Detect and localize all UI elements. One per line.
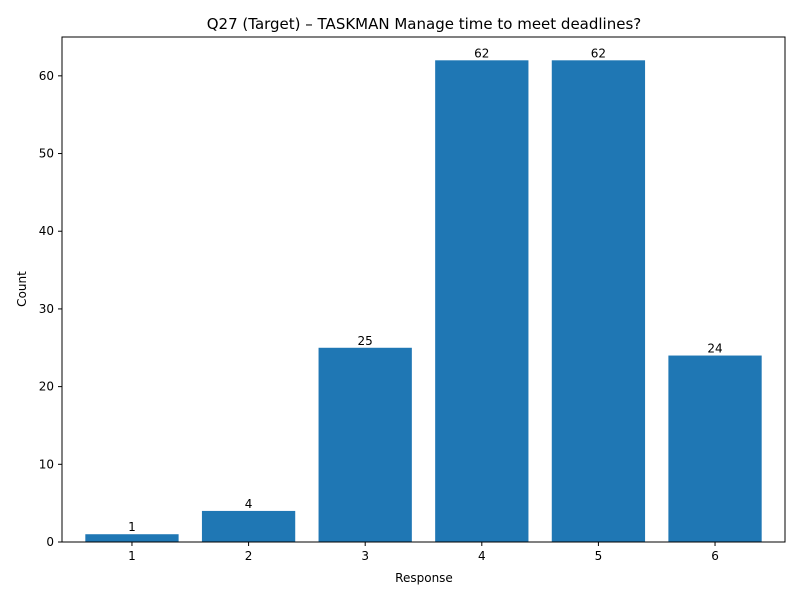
y-tick-label: 50 — [39, 147, 54, 161]
y-tick-label: 40 — [39, 224, 54, 238]
data-label-2: 4 — [245, 497, 253, 511]
x-tick-label: 3 — [361, 549, 369, 563]
x-axis-label: Response — [395, 571, 453, 585]
bar-1 — [85, 534, 179, 542]
x-tick-label: 2 — [245, 549, 253, 563]
bars-group — [85, 60, 762, 543]
y-tick-label: 0 — [46, 535, 54, 549]
plot-frame — [61, 36, 786, 543]
data-label-4: 62 — [474, 46, 489, 60]
x-tick-label: 6 — [711, 549, 719, 563]
data-label-6: 24 — [707, 342, 722, 356]
y-axis: 0 10 20 30 40 50 60 — [39, 69, 62, 549]
bar-4 — [435, 60, 529, 543]
y-axis-label: Count — [15, 271, 29, 307]
data-label-5: 62 — [591, 46, 606, 60]
x-axis: 1 2 3 4 5 6 — [128, 542, 719, 563]
bar-5 — [551, 60, 646, 543]
x-tick-label: 1 — [128, 549, 136, 563]
y-tick-label: 30 — [39, 302, 54, 316]
bar-2 — [201, 510, 296, 542]
y-tick-label: 10 — [39, 457, 54, 471]
x-tick-label: 5 — [595, 549, 603, 563]
bar-3 — [318, 347, 412, 542]
chart-title: Q27 (Target) – TASKMAN Manage time to me… — [207, 15, 641, 33]
data-label-3: 25 — [358, 334, 373, 348]
y-tick-label: 20 — [39, 380, 54, 394]
data-labels-group: 1 4 25 62 62 24 — [128, 46, 723, 534]
y-tick-label: 60 — [39, 69, 54, 83]
bar-6 — [668, 355, 762, 542]
x-tick-label: 4 — [478, 549, 486, 563]
data-label-1: 1 — [128, 520, 136, 534]
